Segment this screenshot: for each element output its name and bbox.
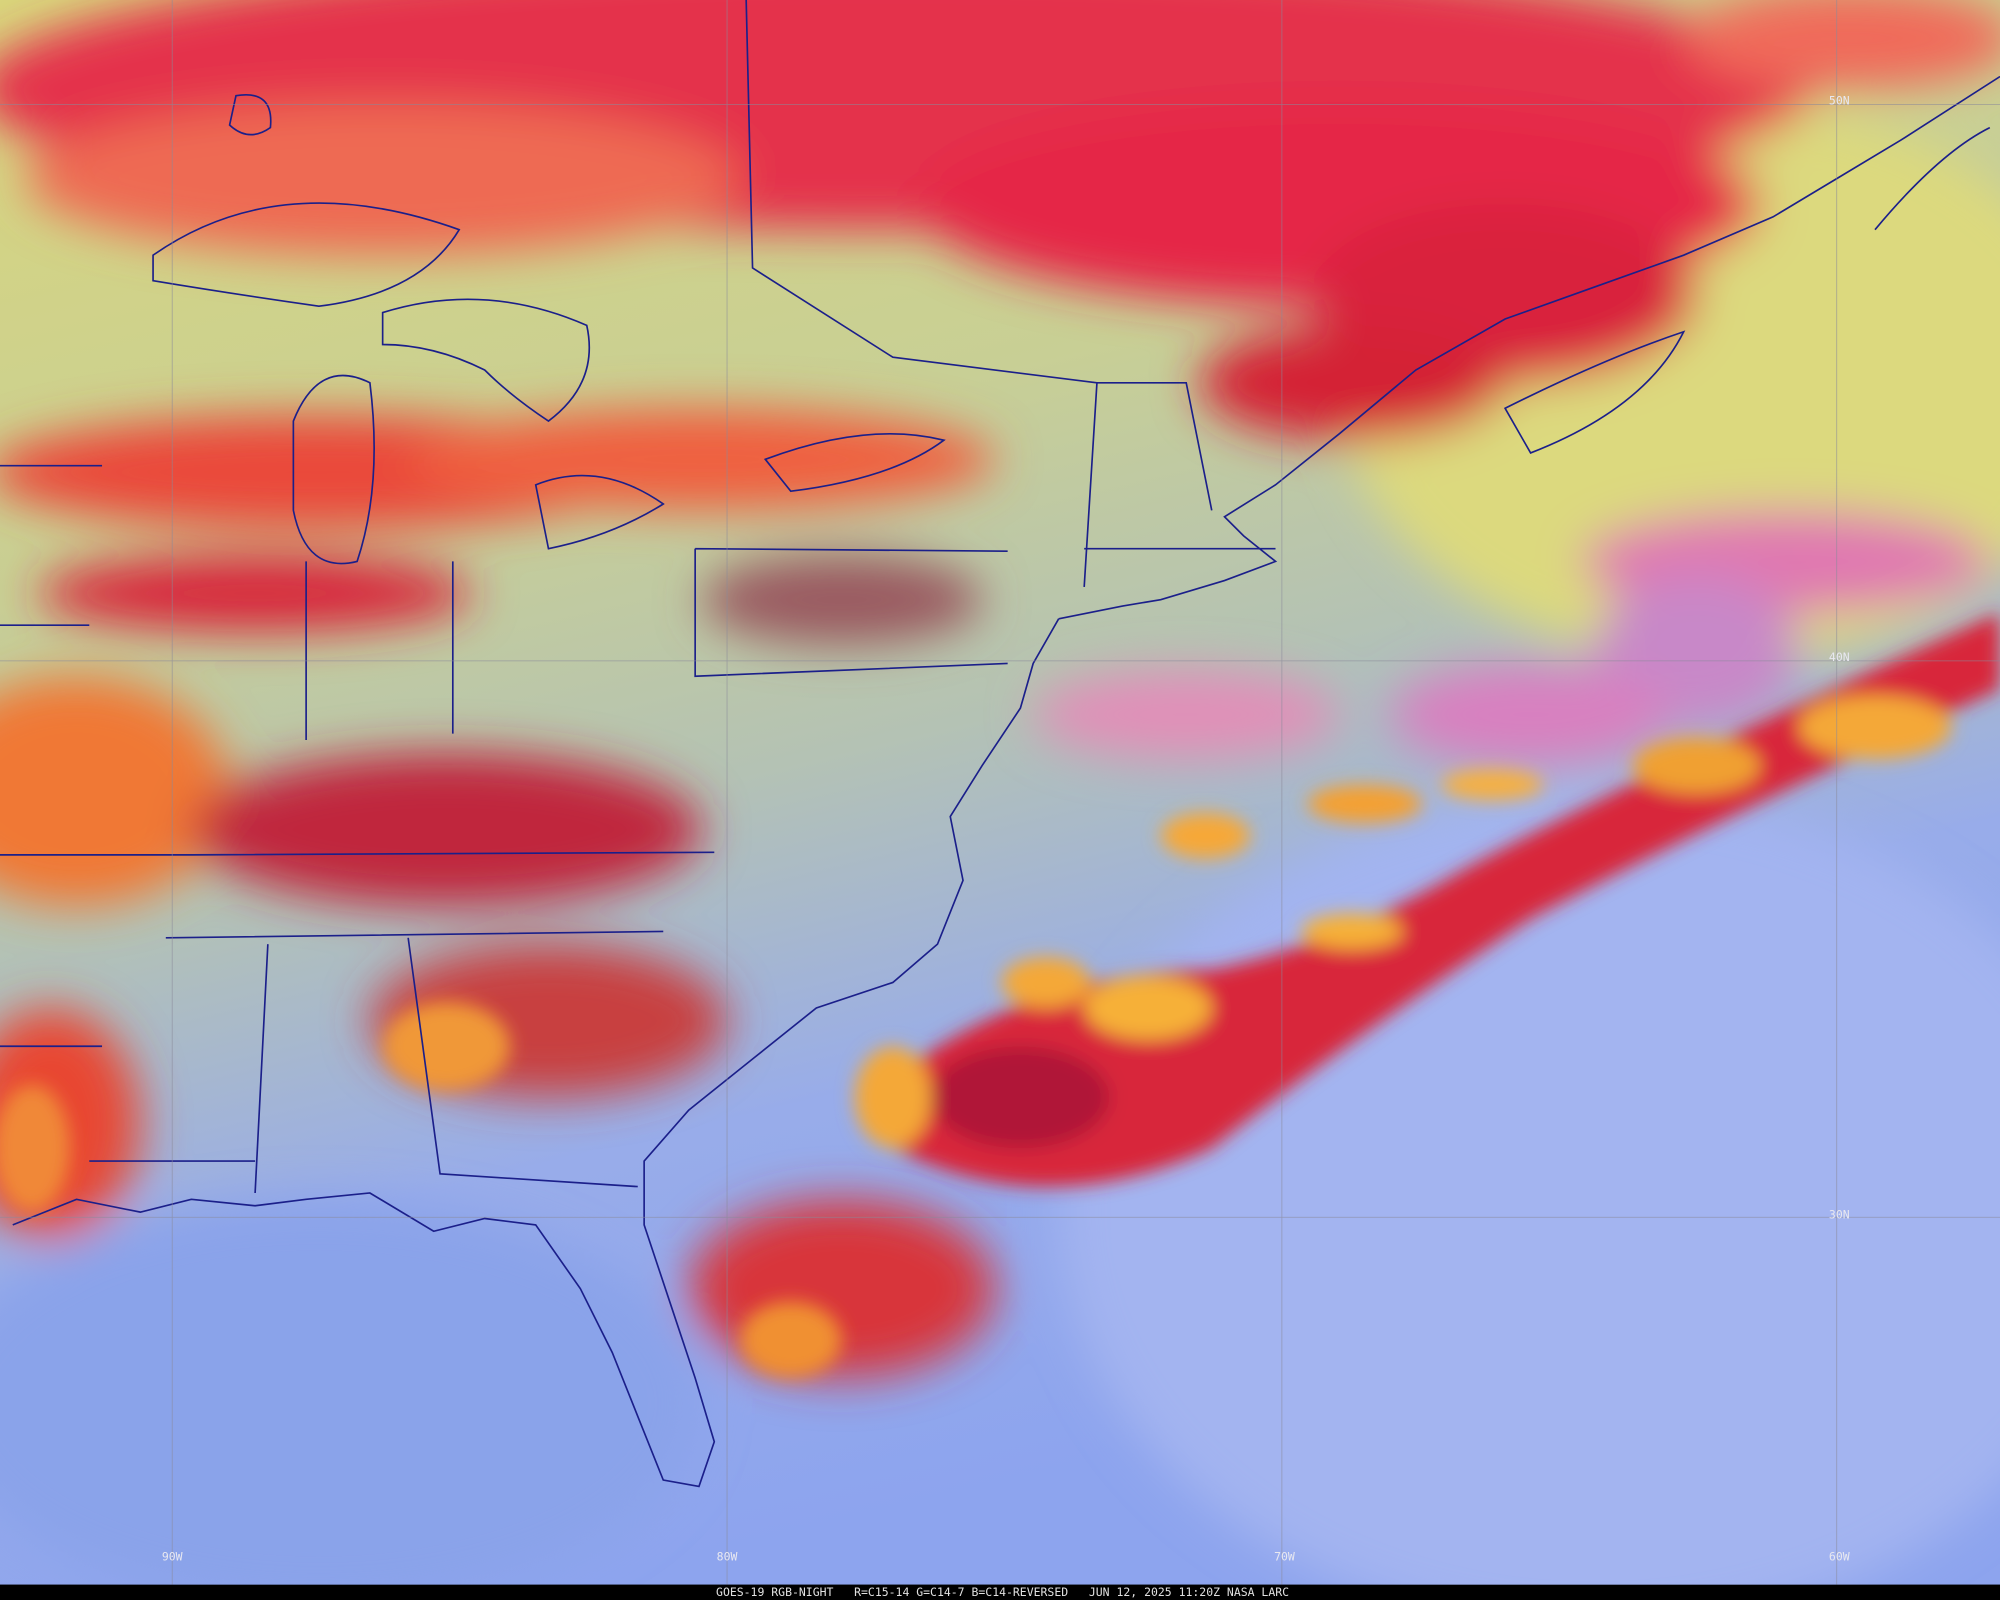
- coastlines-and-borders: [0, 0, 2000, 1488]
- longitude-label: 60W: [1829, 1549, 1850, 1563]
- graticule-labels: 50N 40N 30N 90W 80W 70W 60W: [162, 94, 1850, 1564]
- latitude-label: 50N: [1829, 94, 1850, 108]
- latitude-label: 40N: [1829, 650, 1850, 664]
- longitude-label: 90W: [162, 1549, 183, 1563]
- footer-caption: GOES-19 RGB-NIGHT R=C15-14 G=C14-7 B=C14…: [716, 1585, 1289, 1599]
- latitude-label: 30N: [1829, 1207, 1850, 1221]
- longitude-label: 80W: [717, 1549, 738, 1563]
- footer-bar: [0, 1584, 2000, 1600]
- longitude-label: 70W: [1274, 1549, 1295, 1563]
